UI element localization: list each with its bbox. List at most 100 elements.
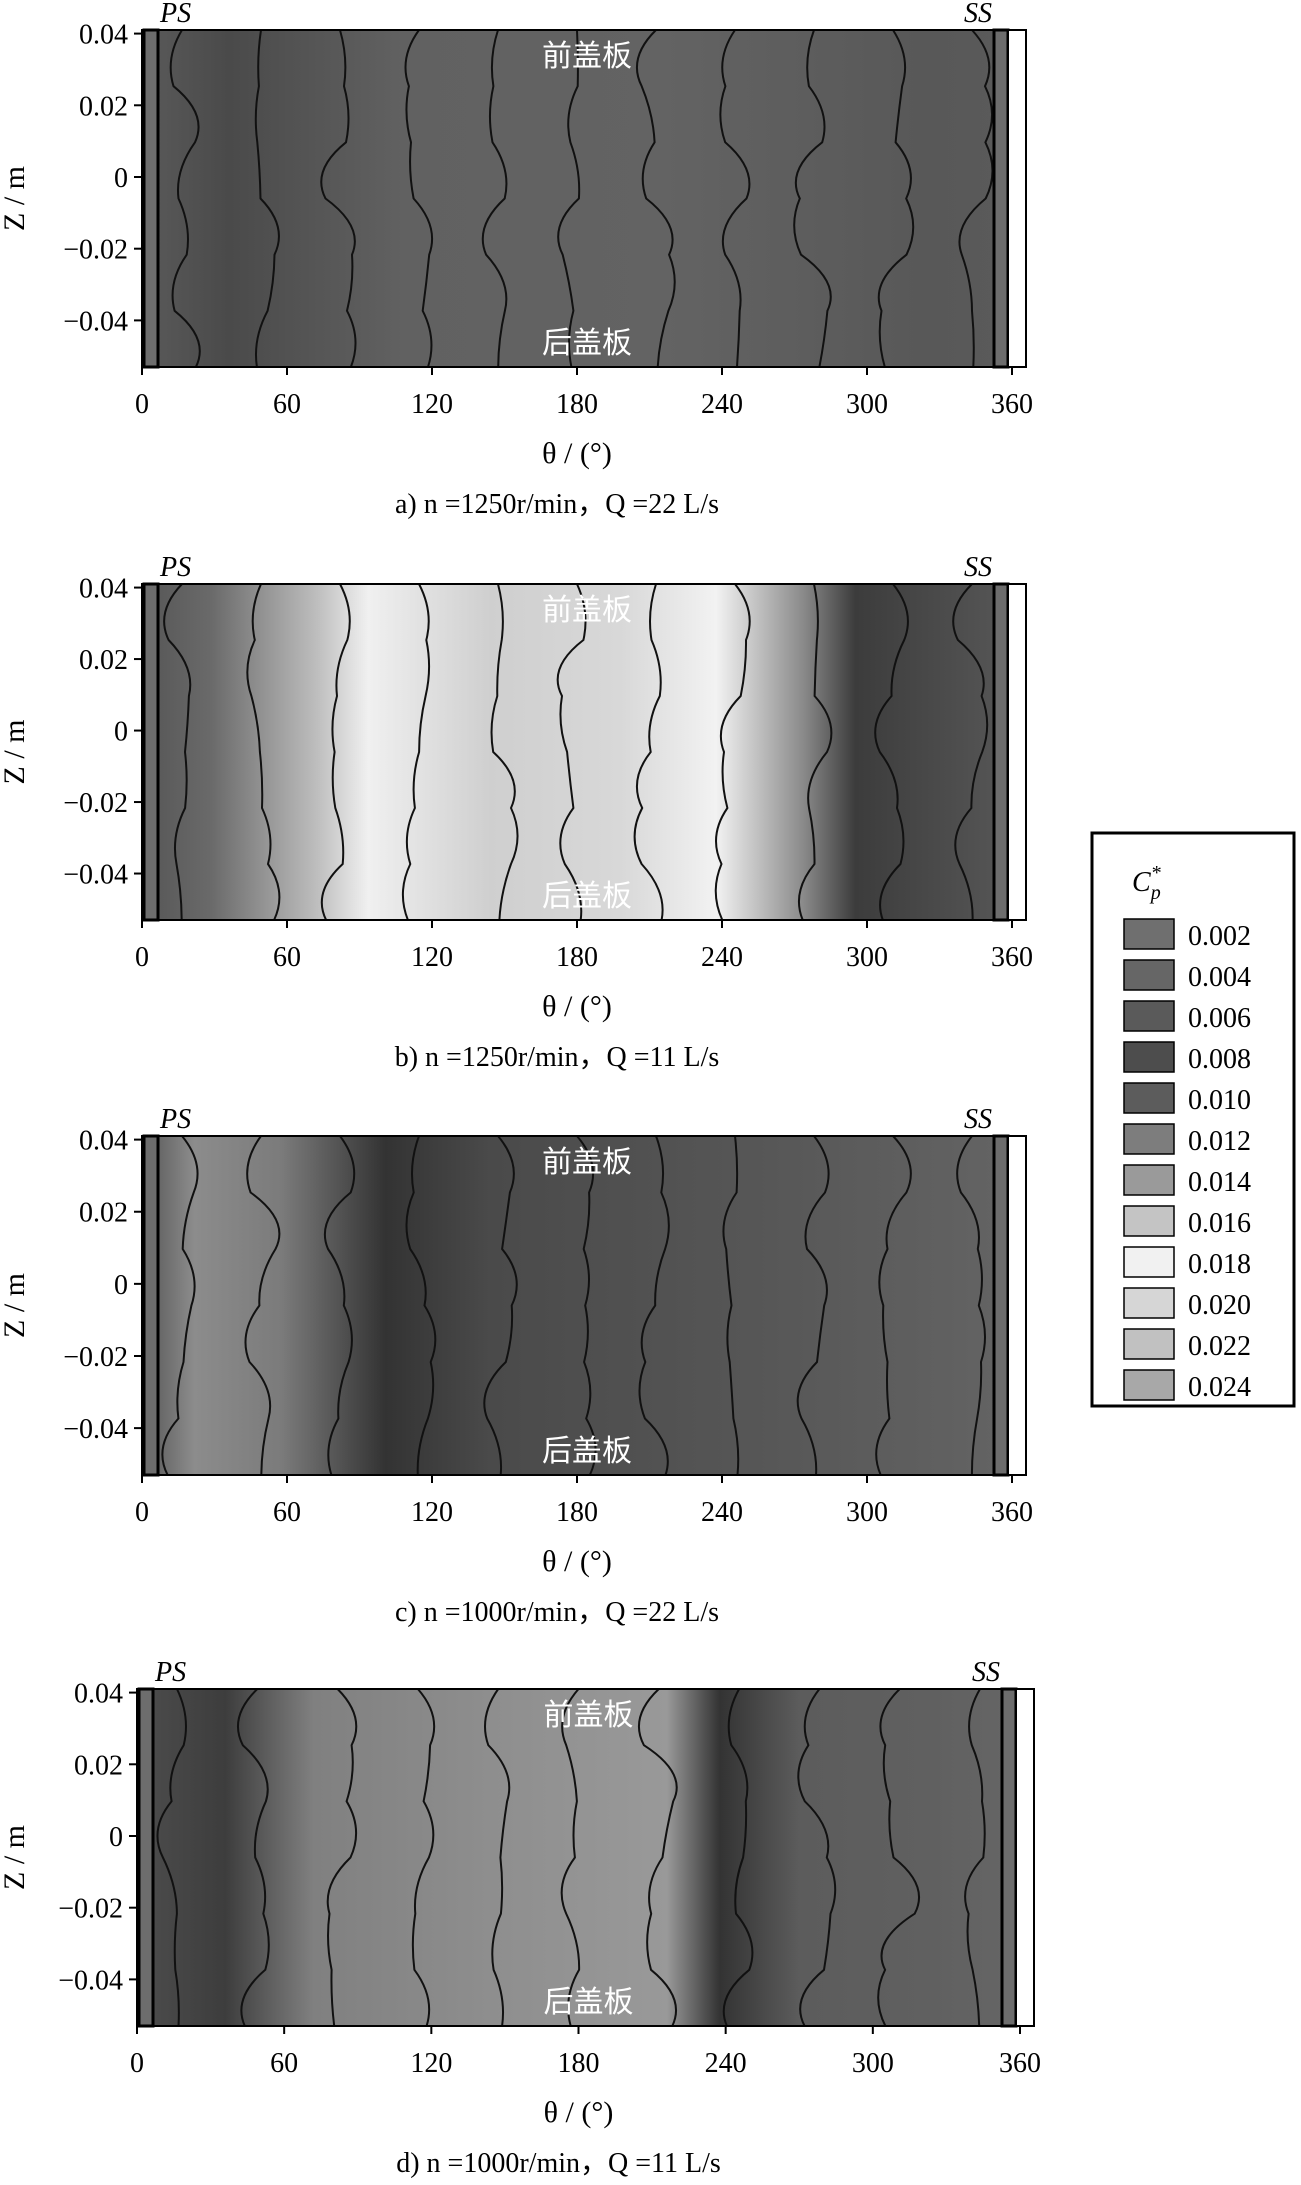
- x-tick-label: 120: [411, 389, 453, 420]
- x-tick-label: 360: [991, 942, 1033, 973]
- x-tick-label: 180: [556, 389, 598, 420]
- contour-line: [169, 29, 201, 368]
- y-tick-label: −0.04: [63, 306, 128, 337]
- ps-label: PS: [154, 1657, 186, 1688]
- x-tick-label: 240: [701, 1497, 743, 1528]
- x-tick-label: 0: [135, 1497, 149, 1528]
- y-axis-label: Z / m: [0, 720, 31, 785]
- contour-line: [958, 29, 994, 368]
- y-tick-label: −0.04: [63, 860, 128, 891]
- legend-title-sup: *: [1151, 862, 1161, 884]
- y-axis-label: Z / m: [0, 166, 31, 231]
- x-tick-label: 180: [558, 2048, 600, 2079]
- contour-line: [877, 1688, 920, 2027]
- panel-caption: c) n =1000r/min，Q =22 L/s: [395, 1597, 719, 1628]
- plot-frame: [141, 1135, 1027, 1476]
- y-tick-label: 0: [109, 1822, 123, 1853]
- panel-a: 0.04 0.02 0 −0.02 −0.04 0 60 120 180 240 300 360 θ /…: [0, 0, 1033, 520]
- blade-ss-strip: [992, 28, 1010, 369]
- x-tick-label: 300: [846, 389, 888, 420]
- y-tick-label: −0.02: [63, 235, 128, 266]
- contour-line: [490, 583, 519, 921]
- contour-line: [483, 1135, 518, 1476]
- ps-label: PS: [159, 1104, 191, 1135]
- ss-label: SS: [964, 1104, 992, 1135]
- panel-caption: a) n =1250r/min，Q =22 L/s: [395, 489, 719, 520]
- contour-line: [556, 583, 587, 921]
- contour-line: [323, 1135, 356, 1476]
- contour-line: [719, 29, 751, 368]
- x-tick-label: 360: [991, 1497, 1033, 1528]
- x-tick-label: 240: [701, 389, 743, 420]
- legend-label: 0.016: [1188, 1208, 1251, 1239]
- white-strip: [1007, 1135, 1027, 1476]
- ss-label: SS: [964, 552, 992, 583]
- legend-swatch: [1123, 1205, 1175, 1237]
- plot-frame: [136, 1688, 1035, 2027]
- contour-line: [405, 1135, 437, 1476]
- contour-line: [722, 1688, 754, 2027]
- contour-line: [798, 583, 833, 921]
- y-tick-label: 0.02: [79, 645, 128, 676]
- front-cover-label: 前盖板: [542, 39, 632, 74]
- blade-ps-strip: [142, 582, 160, 922]
- ps-label: PS: [159, 0, 191, 29]
- legend-label: 0.014: [1188, 1167, 1251, 1198]
- legend-swatch: [1123, 1369, 1175, 1401]
- blade-ss-strip: [992, 582, 1010, 922]
- rear-cover-label: 后盖板: [542, 326, 632, 361]
- panel-d: 0.04 0.02 0 −0.02 −0.04 0 60 120 180 240 300 360 θ /…: [0, 1657, 1041, 2179]
- contour-line: [793, 29, 832, 368]
- legend-label: 0.012: [1188, 1126, 1251, 1157]
- y-tick-label: −0.02: [63, 1342, 128, 1373]
- y-tick-label: −0.04: [58, 1965, 123, 1996]
- contour-line: [326, 1688, 358, 2027]
- blade-ps-strip: [142, 28, 160, 369]
- legend-swatch: [1123, 1328, 1175, 1360]
- y-tick-label: 0.02: [74, 1750, 123, 1781]
- y-tick-label: −0.04: [63, 1414, 128, 1445]
- legend-label: 0.018: [1188, 1249, 1251, 1280]
- y-tick-label: 0: [114, 1270, 128, 1301]
- legend-swatch: [1123, 1082, 1175, 1114]
- white-strip: [1007, 29, 1027, 368]
- legend-label: 0.020: [1188, 1290, 1251, 1321]
- x-tick-label: 120: [410, 2048, 452, 2079]
- legend-label: 0.024: [1188, 1372, 1251, 1403]
- legend-label: 0.004: [1188, 962, 1251, 993]
- legend-label: 0.008: [1188, 1044, 1251, 1075]
- panel-caption: d) n =1000r/min，Q =11 L/s: [396, 2148, 721, 2179]
- legend-swatch: [1123, 918, 1175, 950]
- panel-c: 0.04 0.02 0 −0.02 −0.04 0 60 120 180 240 300 360 θ /…: [0, 1104, 1033, 1628]
- y-tick-label: 0.04: [79, 20, 128, 51]
- legend-swatch: [1123, 1287, 1175, 1319]
- rear-cover-label: 后盖板: [542, 1434, 632, 1469]
- contour-line: [557, 29, 581, 368]
- y-tick-label: 0: [114, 163, 128, 194]
- x-tick-label: 180: [556, 942, 598, 973]
- blade-ps-strip: [137, 1687, 155, 2028]
- x-tick-label: 360: [991, 389, 1033, 420]
- ss-label: SS: [964, 0, 992, 29]
- contour-line: [722, 1135, 740, 1476]
- contour-line: [236, 1688, 270, 2027]
- x-axis-label: θ / (°): [542, 437, 612, 470]
- y-tick-label: 0.02: [79, 1198, 128, 1229]
- y-tick-label: 0.04: [79, 574, 128, 605]
- contour-line: [877, 29, 915, 368]
- panel-caption: b) n =1250r/min，Q =11 L/s: [395, 1042, 720, 1073]
- plot-frame: [141, 29, 1027, 368]
- contour-field: [142, 584, 1012, 920]
- contour-line: [637, 1688, 678, 2027]
- x-tick-label: 300: [846, 1497, 888, 1528]
- contour-line: [320, 583, 351, 921]
- x-tick-label: 360: [999, 2048, 1041, 2079]
- contour-line: [638, 1135, 670, 1476]
- x-tick-label: 180: [556, 1497, 598, 1528]
- y-tick-label: 0: [114, 717, 128, 748]
- legend-swatch: [1123, 959, 1175, 991]
- contour-line: [246, 583, 281, 921]
- x-tick-label: 60: [273, 942, 301, 973]
- contour-line: [875, 1135, 912, 1476]
- x-axis-label: θ / (°): [542, 1545, 612, 1578]
